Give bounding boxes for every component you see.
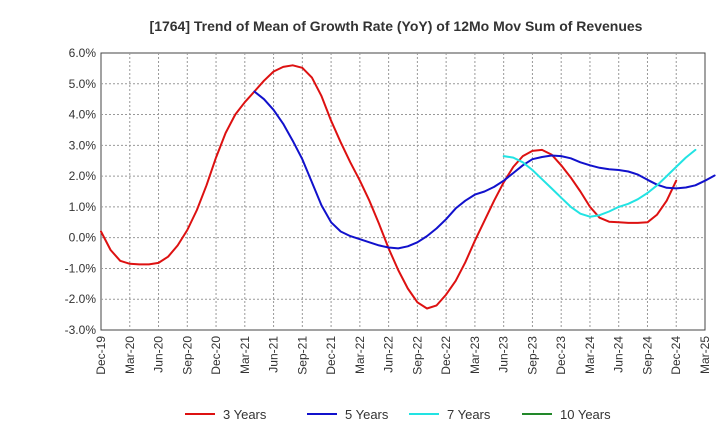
legend-label: 7 Years [447,407,491,422]
grid-layer [101,53,705,330]
plot-area [100,52,706,331]
x-tick-label: Mar-24 [583,336,597,374]
legend-label: 5 Years [345,407,389,422]
y-tick-label: 3.0% [69,138,97,152]
y-tick-label: 5.0% [69,77,97,91]
x-tick-label: Jun-20 [152,336,166,373]
x-tick-label: Dec-22 [439,336,453,375]
x-tick-label: Mar-22 [353,336,367,374]
x-tick-label: Mar-23 [468,336,482,374]
chart-title: [1764] Trend of Mean of Growth Rate (YoY… [150,18,643,34]
series-layer [100,64,716,310]
x-tick-label: Jun-23 [497,336,511,373]
series-line-5-years [253,90,716,250]
y-tick-label: 0.0% [69,231,97,245]
x-tick-label: Sep-23 [525,336,539,375]
series-line-7-years [502,148,697,218]
legend-label: 10 Years [560,407,611,422]
x-tick-label: Jun-21 [267,336,281,373]
y-tick-label: -3.0% [65,323,97,337]
legend-label: 3 Years [223,407,267,422]
legend: 3 Years 5 Years 7 Years 10 Years [185,407,611,422]
y-tick-label: 4.0% [69,108,97,122]
y-tick-label: 2.0% [69,169,97,183]
y-tick-label: -1.0% [65,261,97,275]
x-tick-label: Mar-21 [238,336,252,374]
x-tick-label: Dec-19 [94,336,108,375]
x-tick-label: Sep-24 [640,336,654,375]
y-tick-label: 6.0% [69,46,97,60]
x-tick-label: Mar-25 [698,336,712,374]
y-tick-label: 1.0% [69,200,97,214]
x-tick-label: Dec-23 [554,336,568,375]
x-axis: Dec-19 Mar-20 Jun-20 Sep-20 Dec-20 Mar-21 Jun-… [94,336,712,375]
x-tick-label: Dec-20 [209,336,223,375]
x-tick-label: Dec-24 [669,336,683,375]
x-tick-label: Jun-24 [612,336,626,373]
y-axis: 6.0% 5.0% 4.0% 3.0% 2.0% 1.0% 0.0% -1.0% -2.0% -3… [65,46,97,337]
x-tick-label: Mar-20 [123,336,137,374]
y-tick-label: -2.0% [65,292,97,306]
x-tick-label: Sep-21 [295,336,309,375]
x-tick-label: Sep-22 [410,336,424,375]
x-tick-label: Dec-21 [324,336,338,375]
x-tick-label: Sep-20 [180,336,194,375]
x-tick-label: Jun-22 [382,336,396,373]
